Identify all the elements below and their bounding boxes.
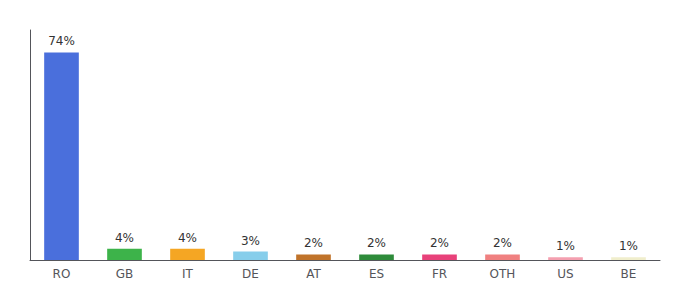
svg-text:OTH: OTH xyxy=(490,267,516,281)
svg-text:2%: 2% xyxy=(430,236,449,250)
svg-text:4%: 4% xyxy=(115,231,134,245)
svg-text:3%: 3% xyxy=(241,234,260,248)
svg-text:FR: FR xyxy=(432,267,447,281)
svg-text:2%: 2% xyxy=(493,236,512,250)
svg-text:74%: 74% xyxy=(48,34,75,48)
svg-text:2%: 2% xyxy=(304,236,323,250)
svg-text:1%: 1% xyxy=(619,239,638,253)
svg-text:2%: 2% xyxy=(367,236,386,250)
svg-text:DE: DE xyxy=(242,267,259,281)
svg-text:BE: BE xyxy=(621,267,637,281)
svg-text:US: US xyxy=(557,267,573,281)
svg-text:ES: ES xyxy=(369,267,384,281)
svg-text:GB: GB xyxy=(116,267,134,281)
svg-text:4%: 4% xyxy=(178,231,197,245)
svg-text:1%: 1% xyxy=(556,239,575,253)
svg-text:AT: AT xyxy=(306,267,321,281)
svg-text:RO: RO xyxy=(53,267,71,281)
svg-text:IT: IT xyxy=(182,267,194,281)
